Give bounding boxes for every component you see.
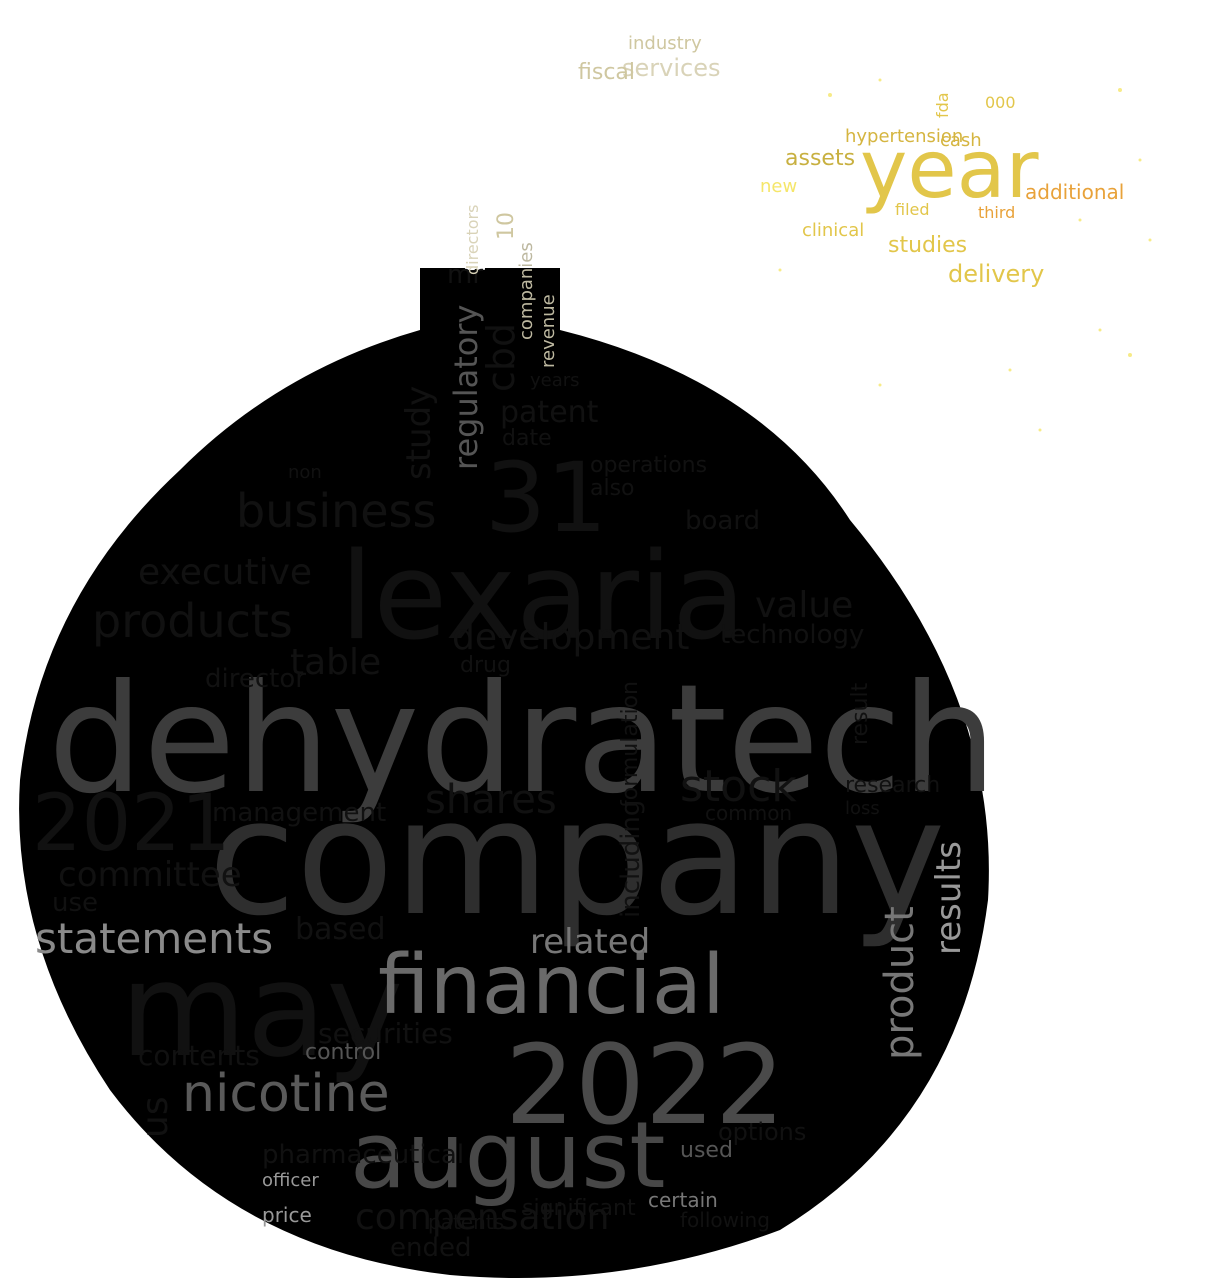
fuse xyxy=(464,42,743,271)
word: studies xyxy=(888,233,968,258)
word: contents xyxy=(138,1039,260,1072)
word: securities xyxy=(318,1017,453,1050)
word: filed xyxy=(895,200,930,219)
word: used xyxy=(680,1138,733,1163)
word: years xyxy=(530,370,580,391)
word: officer xyxy=(262,1170,319,1191)
word: patents xyxy=(428,1210,505,1234)
word: ended xyxy=(390,1233,472,1263)
word: delivery xyxy=(948,260,1045,288)
word: price xyxy=(262,1203,312,1227)
word: industry xyxy=(628,33,702,54)
word: statements xyxy=(35,914,274,963)
word: results xyxy=(929,841,969,955)
word: use xyxy=(52,888,99,918)
word: additional xyxy=(1025,180,1125,204)
word-lexaria: lexaria xyxy=(340,528,746,667)
word: technology xyxy=(720,620,865,650)
word: regulatory xyxy=(447,304,485,470)
word: fda xyxy=(933,92,952,118)
word: management xyxy=(212,798,387,828)
word: common xyxy=(705,801,793,825)
word: clinical xyxy=(802,220,865,241)
word: services xyxy=(622,54,721,82)
word: including xyxy=(616,799,646,918)
word: compensation xyxy=(355,1197,610,1238)
word-2022: 2022 xyxy=(505,1021,785,1149)
word-august: august xyxy=(350,1102,666,1209)
word: significant xyxy=(522,1196,636,1221)
word: options xyxy=(718,1118,807,1146)
word: result xyxy=(848,682,873,745)
word: cash xyxy=(940,130,982,151)
word: research xyxy=(845,773,941,798)
word: director xyxy=(205,664,306,694)
word: cbd xyxy=(479,322,523,392)
word: product xyxy=(877,906,923,1060)
word: new xyxy=(760,176,798,197)
word: directors xyxy=(463,204,482,275)
word: companies xyxy=(516,242,537,340)
word: pharmaceutical xyxy=(262,1140,465,1170)
word: assets xyxy=(785,146,856,171)
word: value xyxy=(755,585,854,626)
word: patent xyxy=(500,395,599,430)
word: revenue xyxy=(538,294,559,368)
word: us xyxy=(135,1096,176,1138)
word: non xyxy=(288,462,322,483)
word: date xyxy=(502,426,552,451)
word: business xyxy=(236,484,437,538)
word: board xyxy=(685,506,761,536)
word: stock xyxy=(680,761,797,812)
word: study xyxy=(399,385,439,480)
word: 10 xyxy=(494,212,519,240)
word: related xyxy=(530,922,651,962)
word: drug xyxy=(460,653,511,678)
word: formulation xyxy=(618,681,643,808)
word: control xyxy=(305,1040,382,1065)
word: loss xyxy=(845,798,880,819)
word-31: 31 xyxy=(485,442,608,554)
word: mr xyxy=(447,260,484,290)
word: committee xyxy=(58,855,242,895)
word: development xyxy=(452,617,690,658)
word-financial: financial xyxy=(378,938,725,1033)
word: fiscal xyxy=(578,60,636,85)
word-company: company xyxy=(208,764,946,951)
word-dehydratech: dehydratech xyxy=(48,653,997,827)
word-year: year xyxy=(860,123,1039,216)
word: shares xyxy=(425,777,557,823)
word-may: may xyxy=(120,934,404,1086)
word: products xyxy=(92,594,293,648)
word: nicotine xyxy=(182,1064,390,1124)
word: third xyxy=(978,203,1016,222)
word: certain xyxy=(648,1188,718,1212)
word: based xyxy=(295,912,386,947)
word: also xyxy=(590,476,635,501)
word: 000 xyxy=(985,93,1016,112)
word: following xyxy=(680,1208,770,1232)
word: hypertension xyxy=(845,126,964,147)
word-2021: 2021 xyxy=(32,779,231,869)
word: executive xyxy=(138,552,313,593)
bomb-body xyxy=(19,268,989,1278)
word: operations xyxy=(590,453,708,478)
word: table xyxy=(290,642,382,683)
